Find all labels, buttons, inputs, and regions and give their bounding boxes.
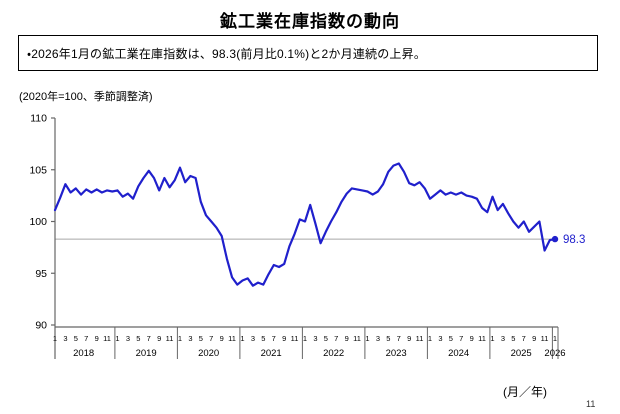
year-label: 2024 xyxy=(448,348,469,359)
year-label: 2019 xyxy=(136,348,157,359)
month-tick-label: 1 xyxy=(365,334,369,343)
month-tick-label: 7 xyxy=(147,334,151,343)
month-tick-label: 7 xyxy=(84,334,88,343)
month-tick-label: 3 xyxy=(438,334,442,343)
year-label: 2025 xyxy=(511,348,532,359)
month-tick-label: 1 xyxy=(490,334,494,343)
month-tick-label: 7 xyxy=(334,334,338,343)
latest-value-label: 98.3 xyxy=(563,234,585,246)
month-tick-label: 7 xyxy=(522,334,526,343)
month-tick-label: 9 xyxy=(345,334,349,343)
month-tick-label: 7 xyxy=(397,334,401,343)
month-tick-label: 11 xyxy=(103,334,111,343)
axes xyxy=(54,118,558,359)
month-tick-label: 3 xyxy=(251,334,255,343)
month-tick-label: 3 xyxy=(376,334,380,343)
month-tick-label: 5 xyxy=(199,334,203,343)
month-tick-label: 11 xyxy=(353,334,361,343)
year-label: 2023 xyxy=(386,348,407,359)
month-tick-label: 1 xyxy=(178,334,182,343)
headline-box: ・2026年1月の鉱工業在庫指数は、98.3(前月比0.1%)と2か月連続の上昇… xyxy=(18,35,598,71)
y-tick-label: 100 xyxy=(29,216,47,228)
month-tick-label: 5 xyxy=(511,334,515,343)
month-tick-label: 5 xyxy=(261,334,265,343)
month-tick-label: 3 xyxy=(501,334,505,343)
year-label: 2022 xyxy=(323,348,344,359)
month-tick-label: 11 xyxy=(416,334,424,343)
month-tick-label: 3 xyxy=(126,334,130,343)
month-tick-label: 7 xyxy=(209,334,213,343)
month-tick-label: 9 xyxy=(282,334,286,343)
month-tick-label: 5 xyxy=(136,334,140,343)
headline-text: ・2026年1月の鉱工業在庫指数は、98.3(前月比0.1%)と2か月連続の上昇… xyxy=(27,46,427,61)
month-tick-label: 1 xyxy=(240,334,244,343)
month-tick-label: 11 xyxy=(166,334,174,343)
year-label: 2026 xyxy=(544,348,565,359)
month-tick-label: 5 xyxy=(386,334,390,343)
month-tick-label: 1 xyxy=(303,334,307,343)
y-tick-label: 95 xyxy=(35,268,47,280)
data-line xyxy=(53,162,557,287)
month-tick-label: 11 xyxy=(291,334,299,343)
month-tick-label: 3 xyxy=(313,334,317,343)
x-axis-unit-label: (月／年) xyxy=(503,385,547,399)
y-axis-ticks: 90 95 100 105 110 xyxy=(29,113,55,332)
month-tick-label: 9 xyxy=(95,334,99,343)
year-label: 2020 xyxy=(198,348,219,359)
month-tick-label: 5 xyxy=(449,334,453,343)
month-tick-label: 1 xyxy=(428,334,432,343)
month-tick-label: 7 xyxy=(459,334,463,343)
month-tick-label: 7 xyxy=(272,334,276,343)
month-tick-label: 9 xyxy=(407,334,411,343)
axis-unit-note: (2020年=100、季節調整済) xyxy=(19,91,153,103)
month-tick-label: 5 xyxy=(324,334,328,343)
page-number: 11 xyxy=(586,399,596,409)
y-tick-label: 105 xyxy=(29,164,47,176)
year-label: 2018 xyxy=(73,348,94,359)
month-tick-label: 11 xyxy=(228,334,236,343)
month-tick-label: 11 xyxy=(541,334,549,343)
page-title: 鉱工業在庫指数の動向 xyxy=(220,12,400,31)
month-tick-label: 1 xyxy=(115,334,119,343)
month-tick-label: 5 xyxy=(74,334,78,343)
month-tick-label: 3 xyxy=(63,334,67,343)
month-tick-label: 9 xyxy=(470,334,474,343)
month-tick-label: 9 xyxy=(220,334,224,343)
month-tick-label: 11 xyxy=(478,334,486,343)
month-tick-label: 9 xyxy=(532,334,536,343)
month-tick-label: 9 xyxy=(157,334,161,343)
y-tick-label: 110 xyxy=(30,113,47,125)
month-tick-label: 3 xyxy=(188,334,192,343)
month-tick-label: 1 xyxy=(53,334,57,343)
latest-point-marker xyxy=(551,235,559,243)
month-tick-label: 1 xyxy=(553,334,557,343)
y-tick-label: 90 xyxy=(35,320,47,332)
year-label: 2021 xyxy=(261,348,282,359)
